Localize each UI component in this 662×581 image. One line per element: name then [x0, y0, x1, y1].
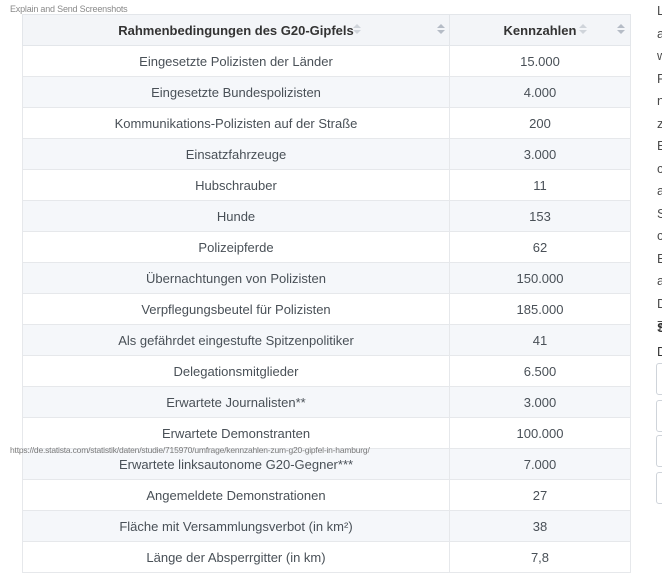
screenshot-tool-label: Explain and Send Screenshots — [10, 4, 128, 14]
table-row: Als gefährdet eingestufte Spitzenpolitik… — [22, 324, 631, 356]
side-char: E — [657, 250, 662, 266]
table-row: Übernachtungen von Polizisten 150.000 — [22, 262, 631, 294]
row-label: Erwartete Demonstranten — [22, 417, 450, 449]
side-char: a — [657, 183, 662, 198]
row-label: Als gefährdet eingestufte Spitzenpolitik… — [22, 324, 450, 356]
side-label-fragment: D — [657, 344, 662, 359]
side-input-field[interactable] — [656, 363, 662, 395]
row-label: Erwartete Journalisten** — [22, 386, 450, 418]
side-char: E — [657, 138, 662, 153]
row-value: 100.000 — [449, 417, 631, 449]
row-value: 7.000 — [449, 448, 631, 480]
row-label: Eingesetzte Bundespolizisten — [22, 76, 450, 108]
side-char: a — [657, 25, 662, 41]
side-char: w — [657, 48, 662, 63]
row-value: 185.000 — [449, 293, 631, 325]
column-header-figures-label: Kennzahlen — [503, 22, 577, 38]
table-row: Eingesetzte Bundespolizisten 4.000 — [22, 76, 631, 108]
side-paragraph-fragment: L a w F n z E c a S c E a D 7 — [657, 0, 662, 338]
table-row: Einsatzfahrzeuge 3.000 — [22, 138, 631, 170]
row-value: 150.000 — [449, 262, 631, 294]
side-char: S — [657, 205, 662, 221]
column-header-figures[interactable]: Kennzahlen — [449, 14, 631, 46]
row-value: 4.000 — [449, 76, 631, 108]
side-char: L — [657, 3, 662, 18]
row-value: 153 — [449, 200, 631, 232]
row-value: 6.500 — [449, 355, 631, 387]
row-label: Übernachtungen von Polizisten — [22, 262, 450, 294]
sort-icon[interactable] — [579, 24, 587, 36]
side-char: D — [657, 295, 662, 311]
table-row: Hunde 153 — [22, 200, 631, 232]
side-input-field[interactable] — [656, 435, 662, 467]
side-heading-fragment: S — [657, 320, 662, 335]
table-row: Eingesetzte Polizisten der Länder 15.000 — [22, 45, 631, 77]
source-url-overlay: https://de.statista.com/statistik/daten/… — [10, 445, 370, 455]
row-value: 27 — [449, 479, 631, 511]
sort-icon[interactable] — [437, 24, 445, 36]
row-label: Fläche mit Versammlungsverbot (in km²) — [22, 510, 450, 542]
table-row: Delegationsmitglieder 6.500 — [22, 355, 631, 387]
row-label: Erwartete linksautonome G20-Gegner*** — [22, 448, 450, 480]
side-input-field[interactable] — [656, 400, 662, 432]
row-label: Verpflegungsbeutel für Polizisten — [22, 293, 450, 325]
table-row: Fläche mit Versammlungsverbot (in km²) 38 — [22, 510, 631, 542]
row-value: 38 — [449, 510, 631, 542]
table-header-row: Rahmenbedingungen des G20-Gipfels Kennza… — [22, 14, 631, 46]
side-char: 7 — [657, 318, 662, 333]
sort-icon[interactable] — [353, 24, 361, 36]
row-value: 7,8 — [449, 541, 631, 573]
row-value: 3.000 — [449, 386, 631, 418]
table-row: Kommunikations-Polizisten auf der Straße… — [22, 107, 631, 139]
row-label: Hunde — [22, 200, 450, 232]
sort-icon[interactable] — [617, 24, 625, 36]
table-row: Angemeldete Demonstrationen 27 — [22, 479, 631, 511]
row-value: 15.000 — [449, 45, 631, 77]
table-row: Polizeipferde 62 — [22, 231, 631, 263]
side-char: F — [657, 70, 662, 86]
side-char: z — [657, 115, 662, 131]
row-label: Einsatzfahrzeuge — [22, 138, 450, 170]
row-label: Länge der Absperrgitter (in km) — [22, 541, 450, 573]
table-row: Erwartete Demonstranten 100.000 — [22, 417, 631, 449]
row-value: 62 — [449, 231, 631, 263]
row-label: Kommunikations-Polizisten auf der Straße — [22, 107, 450, 139]
row-label: Delegationsmitglieder — [22, 355, 450, 387]
column-header-conditions-label: Rahmenbedingungen des G20-Gipfels — [118, 22, 354, 38]
row-value: 200 — [449, 107, 631, 139]
row-label: Hubschrauber — [22, 169, 450, 201]
table-row: Erwartete linksautonome G20-Gegner*** 7.0… — [22, 448, 631, 480]
row-value: 11 — [449, 169, 631, 201]
table-row: Hubschrauber 11 — [22, 169, 631, 201]
side-input-field[interactable] — [656, 472, 662, 504]
side-char: c — [657, 160, 662, 176]
side-char: c — [657, 228, 662, 243]
table-row: Länge der Absperrgitter (in km) 7,8 — [22, 541, 631, 573]
statistics-table: Rahmenbedingungen des G20-Gipfels Kennza… — [22, 14, 631, 573]
table-row: Erwartete Journalisten** 3.000 — [22, 386, 631, 418]
row-label: Angemeldete Demonstrationen — [22, 479, 450, 511]
row-value: 41 — [449, 324, 631, 356]
row-label: Polizeipferde — [22, 231, 450, 263]
row-label: Eingesetzte Polizisten der Länder — [22, 45, 450, 77]
table-row: Verpflegungsbeutel für Polizisten 185.000 — [22, 293, 631, 325]
row-value: 3.000 — [449, 138, 631, 170]
side-char: a — [657, 273, 662, 288]
column-header-conditions[interactable]: Rahmenbedingungen des G20-Gipfels — [22, 14, 450, 46]
side-char: n — [657, 93, 662, 108]
